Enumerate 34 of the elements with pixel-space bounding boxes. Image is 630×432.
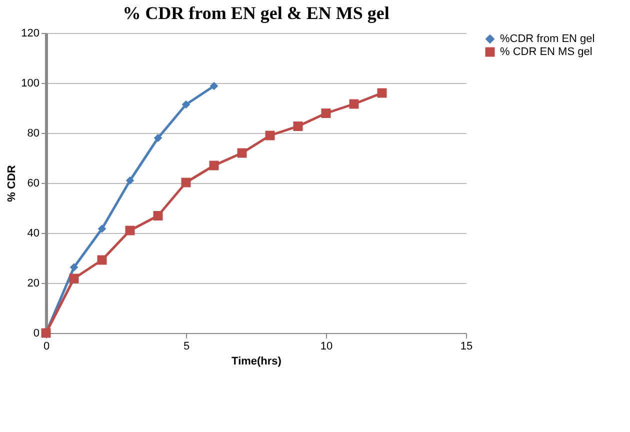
x-axis-title: Time(hrs) — [232, 356, 282, 368]
point — [69, 274, 79, 284]
point — [321, 108, 331, 118]
y-tick-label: 100 — [21, 78, 40, 90]
point — [349, 99, 359, 109]
y-tick-label: 40 — [27, 228, 40, 240]
point — [209, 160, 219, 170]
y-tick-label: 80 — [27, 128, 40, 140]
x-tick-label: 5 — [183, 340, 190, 352]
point — [293, 122, 303, 131]
legend-label: % CDR EN MS gel — [500, 46, 592, 58]
y-tick-label: 60 — [27, 178, 40, 190]
point — [237, 148, 247, 158]
point — [182, 100, 190, 109]
y-tick-label: 120 — [21, 28, 40, 40]
legend-label: %CDR from EN gel — [500, 33, 595, 45]
point — [210, 82, 218, 90]
x-tick-label: 15 — [460, 340, 473, 352]
point — [265, 130, 275, 140]
point — [153, 211, 163, 220]
x-tick-label: 0 — [43, 340, 50, 352]
chart-title: % CDR from EN gel & EN MS gel — [122, 3, 390, 23]
point — [126, 176, 134, 185]
y-tick-label: 20 — [27, 278, 40, 290]
point — [98, 224, 106, 233]
point — [125, 226, 135, 236]
point — [181, 178, 191, 188]
point — [97, 255, 107, 265]
point — [70, 263, 78, 272]
point — [377, 88, 387, 98]
y-tick-label: 0 — [33, 328, 40, 340]
point — [154, 134, 162, 142]
x-tick-label: 10 — [320, 340, 333, 352]
y-axis-title: % CDR — [6, 165, 18, 202]
